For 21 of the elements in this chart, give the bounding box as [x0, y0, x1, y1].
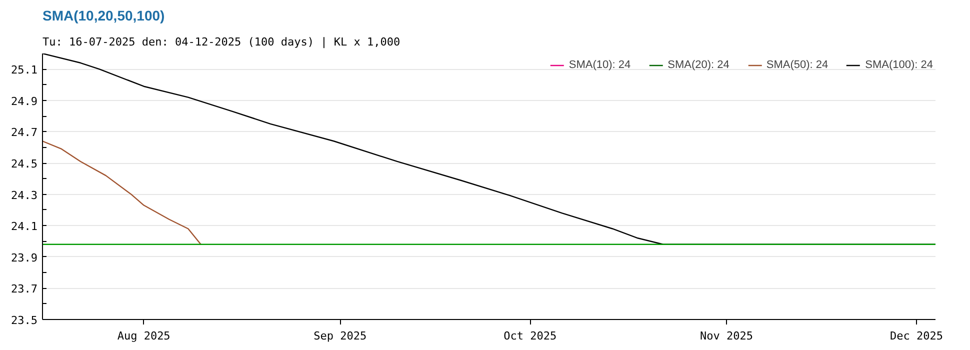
y-tick-label: 24.9	[11, 94, 38, 108]
legend-label: SMA(10): 24	[568, 59, 631, 71]
y-tick-label: 24.7	[11, 126, 38, 140]
legend-label: SMA(50): 24	[766, 59, 828, 71]
y-tick-label: 24.3	[11, 188, 38, 202]
legend-label: SMA(100): 24	[865, 59, 933, 71]
legend-label: SMA(20): 24	[668, 59, 730, 71]
y-tick-label: 23.9	[11, 251, 38, 264]
y-tick-label: 25.1	[11, 64, 38, 77]
x-tick-label: Aug 2025	[117, 330, 170, 342]
chart-title: SMA(10,20,50,100)	[42, 8, 165, 24]
y-tick-label: 23.5	[11, 314, 38, 327]
y-tick-label: 23.7	[11, 282, 38, 296]
x-tick-label: Nov 2025	[700, 330, 753, 342]
line-series	[42, 140, 202, 245]
chart-subtitle: Tu: 16-07-2025 den: 04-12-2025 (100 days) | KL x 1,000	[42, 36, 400, 48]
y-tick-label: 24.1	[11, 220, 38, 234]
x-tick-label: Sep 2025	[314, 330, 367, 342]
y-tick-label: 24.5	[11, 158, 38, 171]
x-tick-label: Oct 2025	[504, 330, 557, 342]
x-tick-label: Dec 2025	[890, 330, 943, 342]
